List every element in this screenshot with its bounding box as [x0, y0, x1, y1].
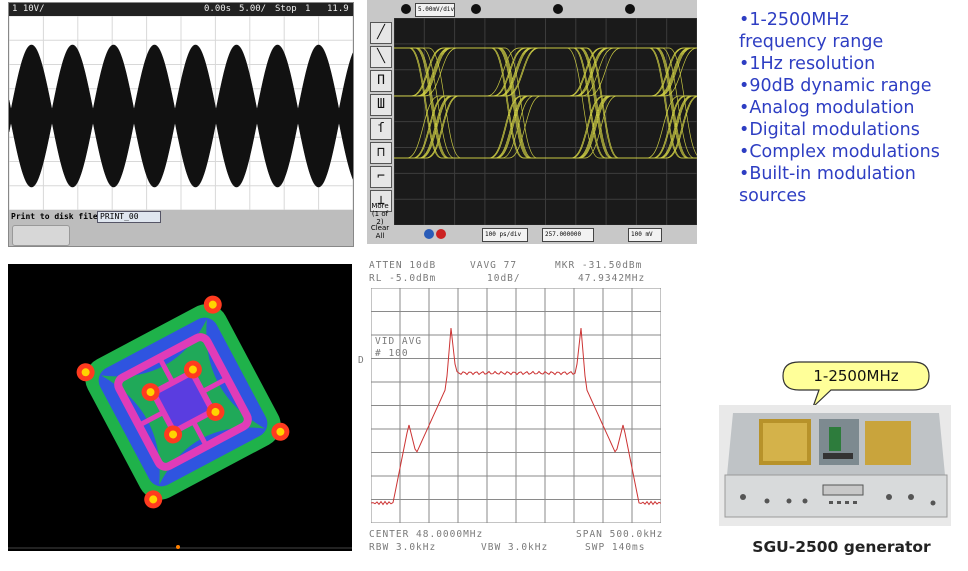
feature-line: •Complex modulations — [739, 142, 940, 162]
eye-diagram-screen: 5.00mV/div ╱ ╲ Π Ш ſ ⊓ ⌐ ⊥ More (1 of 2)… — [367, 0, 697, 244]
falling-edge-icon: ╲ — [377, 49, 385, 64]
feature-line: •Digital modulations — [739, 120, 920, 140]
rising-edge-button[interactable]: ╱ — [370, 22, 392, 44]
eye-diagram-plot — [394, 18, 697, 225]
period-icon: Ш — [377, 97, 385, 112]
marker-letter: D — [358, 355, 365, 366]
file-name-field[interactable]: PRINT_00 — [97, 211, 161, 223]
time-base-field[interactable]: 100 ps/div — [482, 228, 528, 242]
span-readout: SPAN 500.0kHz — [576, 529, 664, 540]
more-button[interactable]: More (1 of 2) — [371, 202, 389, 226]
eye-side-toolbar: ╱ ╲ Π Ш ſ ⊓ ⌐ ⊥ More (1 of 2) Clear All — [367, 18, 394, 244]
time-scale: 5.00/ — [239, 4, 267, 14]
channel-4-knob-icon[interactable] — [625, 4, 635, 14]
pulse-icon: Π — [377, 73, 385, 88]
feature-list: •1-2500MHz frequency range •1Hz resoluti… — [739, 9, 968, 207]
frequency-callout: 1-2500MHz — [781, 361, 931, 408]
trigger-indicator: 1 — [305, 4, 311, 14]
frequency-button[interactable]: ſ — [370, 118, 392, 140]
spectrum-analyzer-screen: ATTEN 10dB VAVG 77 MKR -31.50dBm RL -5.0… — [357, 257, 705, 557]
channel-3-knob-icon[interactable] — [553, 4, 563, 14]
scope-status-bar: 1 10V/ 0.00s 5.00/ Stop 1 11.9 — [9, 3, 353, 16]
feature-line: •1-2500MHz — [739, 10, 849, 30]
period-button[interactable]: Ш — [370, 94, 392, 116]
print-to-disk-bar: Print to disk file: PRINT_00 — [9, 210, 353, 246]
run-mode: Stop — [275, 4, 297, 14]
amplitude-button[interactable]: ⊥ — [370, 190, 392, 212]
am-oscilloscope-screen: 1 10V/ 0.00s 5.00/ Stop 1 11.9 Print to … — [8, 2, 354, 247]
rise-time-button[interactable]: ⌐ — [370, 166, 392, 188]
sweep-readout: SWP 140ms — [585, 542, 646, 553]
feature-line: •90dB dynamic range — [739, 76, 932, 96]
rbw-readout: RBW 3.0kHz — [369, 542, 437, 553]
eye-top-toolbar: 5.00mV/div — [367, 0, 697, 18]
spectrum-plot — [371, 288, 661, 523]
duty-cycle-button[interactable]: ⊓ — [370, 142, 392, 164]
ref-level-readout: RL -5.0dBm — [369, 273, 437, 284]
video-avg-label: VID AVG — [375, 336, 423, 347]
stop-icon[interactable] — [436, 229, 446, 239]
feature-line: •Built-in modulation — [739, 164, 916, 184]
product-caption: SGU-2500 generator — [752, 538, 931, 556]
delay-field[interactable]: 257.000000 ps — [542, 228, 594, 242]
feature-line: •Analog modulation — [739, 98, 915, 118]
time-delay: 0.00s — [204, 4, 232, 14]
falling-edge-button[interactable]: ╲ — [370, 46, 392, 68]
feature-line: •1Hz resolution — [739, 54, 876, 74]
avg-count-label: # 100 — [375, 348, 409, 359]
constellation-plot — [8, 295, 352, 549]
trigger-level: 11.9 — [327, 4, 349, 14]
print-button[interactable] — [12, 225, 70, 246]
marker-freq-readout: 47.9342MHz — [578, 273, 646, 284]
channel-knob-icon[interactable] — [401, 4, 411, 14]
amplitude-icon: ⊥ — [377, 193, 385, 208]
pulse-width-button[interactable]: Π — [370, 70, 392, 92]
frequency-icon: ſ — [377, 121, 385, 136]
offset-field[interactable]: 100 mV — [628, 228, 662, 242]
run-icon[interactable] — [424, 229, 434, 239]
scale-readout: 10dB/ — [487, 273, 521, 284]
marker-level-readout: MKR -31.50dBm — [555, 260, 643, 271]
constellation-diagram — [8, 264, 352, 551]
vertical-scale-field[interactable]: 5.00mV/div — [415, 3, 455, 17]
center-freq-readout: CENTER 48.0000MHz — [369, 529, 484, 540]
channel-scale: 1 10V/ — [12, 4, 45, 14]
feature-line: sources — [739, 186, 807, 206]
callout-text: 1-2500MHz — [813, 367, 899, 385]
duty-cycle-icon: ⊓ — [377, 145, 385, 160]
atten-readout: ATTEN 10dB — [369, 260, 437, 271]
rising-edge-icon: ╱ — [377, 25, 385, 40]
generator-device-image — [719, 405, 951, 526]
feature-line: frequency range — [739, 32, 884, 52]
am-waveform-plot — [9, 16, 353, 210]
clear-all-button[interactable]: Clear All — [370, 224, 390, 240]
vbw-readout: VBW 3.0kHz — [481, 542, 549, 553]
vavg-readout: VAVG 77 — [470, 260, 518, 271]
rise-time-icon: ⌐ — [377, 169, 385, 184]
print-label: Print to disk file: — [11, 212, 103, 221]
eye-bottom-toolbar: 100 ps/div 257.000000 ps 100 mV — [394, 225, 697, 244]
channel-2-knob-icon[interactable] — [471, 4, 481, 14]
